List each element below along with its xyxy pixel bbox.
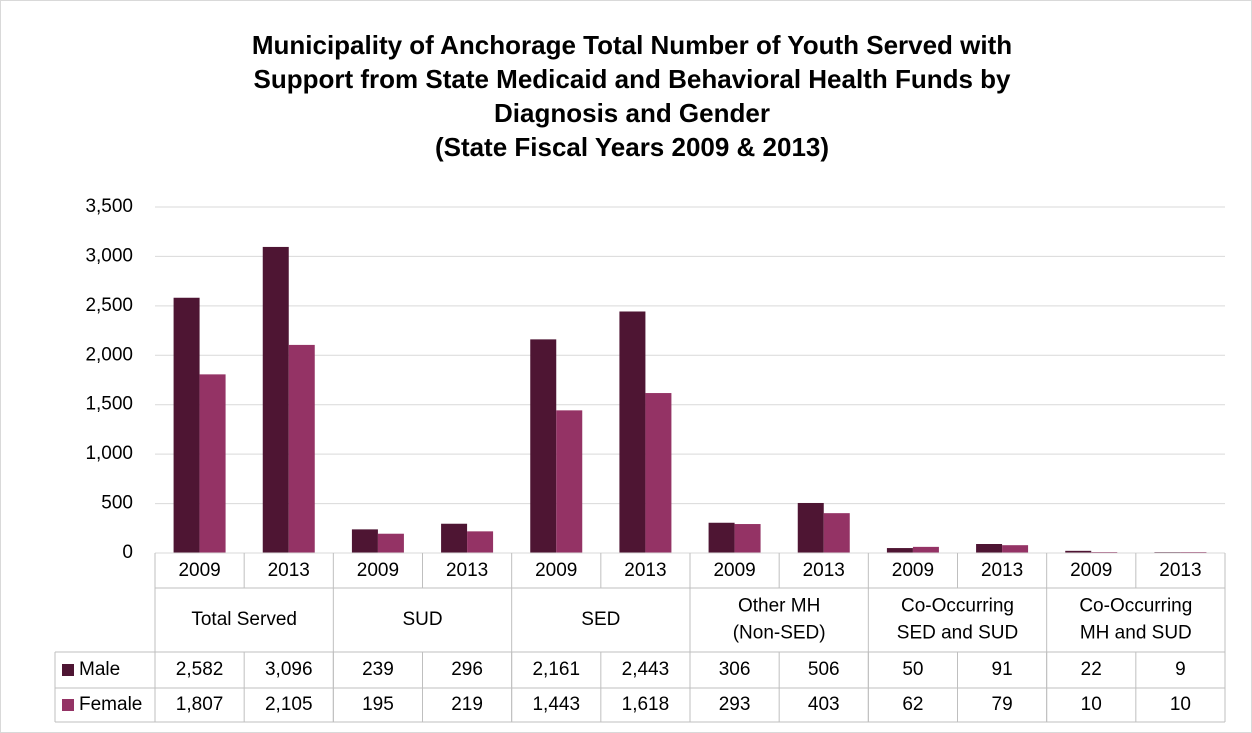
data-label: 293 (719, 694, 751, 715)
bar (467, 531, 494, 553)
data-label: 1,807 (176, 694, 224, 715)
data-label: 3,096 (265, 659, 313, 680)
x-tick-label: 2009 (535, 560, 577, 581)
bar (288, 344, 315, 553)
data-label: 296 (451, 659, 483, 680)
legend-key (62, 664, 74, 676)
bar (797, 502, 824, 553)
x-tick-label: 2013 (1159, 560, 1201, 581)
bar (1065, 550, 1092, 553)
x-tick-label: 2009 (1070, 560, 1112, 581)
legend-label: Female (79, 694, 142, 715)
data-label: 506 (808, 659, 840, 680)
bar (262, 246, 289, 553)
group-label: SED and SUD (897, 623, 1018, 644)
data-label: 306 (719, 659, 751, 680)
x-tick-label: 2013 (446, 560, 488, 581)
bar (530, 339, 557, 553)
data-label: 2,105 (265, 694, 313, 715)
data-label: 2,443 (622, 659, 670, 680)
bar (976, 544, 1003, 553)
group-label: SED (581, 609, 620, 630)
bar (823, 513, 850, 553)
data-label: 79 (992, 694, 1013, 715)
bar (734, 524, 761, 553)
bar (377, 533, 404, 553)
bar (645, 393, 672, 553)
bar (912, 546, 939, 553)
group-label: Total Served (191, 609, 297, 630)
data-label: 10 (1081, 694, 1102, 715)
data-label: 62 (902, 694, 923, 715)
data-label: 1,443 (532, 694, 580, 715)
y-tick-label: 0 (122, 542, 133, 563)
data-label: 219 (451, 694, 483, 715)
chart-title: Support from State Medicaid and Behavior… (254, 64, 1012, 94)
data-label: 9 (1175, 659, 1186, 680)
chart-title: Municipality of Anchorage Total Number o… (252, 30, 1012, 60)
bar (351, 529, 378, 553)
y-tick-label: 2,000 (85, 344, 133, 365)
data-label: 2,582 (176, 659, 224, 680)
legend-key (62, 699, 74, 711)
bar (1002, 545, 1029, 553)
group-label: Other MH (738, 596, 820, 617)
bar (173, 297, 200, 553)
data-label: 91 (992, 659, 1013, 680)
x-tick-label: 2009 (892, 560, 934, 581)
x-tick-label: 2013 (981, 560, 1023, 581)
x-tick-label: 2013 (624, 560, 666, 581)
group-label: MH and SUD (1080, 623, 1192, 644)
group-label: Co-Occurring (1079, 596, 1192, 617)
y-tick-label: 3,000 (85, 245, 133, 266)
x-tick-label: 2009 (713, 560, 755, 581)
data-label: 239 (362, 659, 394, 680)
group-label: Co-Occurring (901, 596, 1014, 617)
bar (556, 410, 583, 553)
data-label: 2,161 (532, 659, 580, 680)
y-tick-label: 1,500 (85, 394, 133, 415)
bar (619, 311, 646, 553)
chart-title: (State Fiscal Years 2009 & 2013) (435, 132, 829, 162)
data-label: 195 (362, 694, 394, 715)
data-label: 10 (1170, 694, 1191, 715)
data-label: 22 (1081, 659, 1102, 680)
y-tick-label: 2,500 (85, 295, 133, 316)
legend-label: Male (79, 659, 120, 680)
x-tick-label: 2009 (357, 560, 399, 581)
y-tick-label: 1,000 (85, 443, 133, 464)
bar (886, 548, 913, 553)
data-label: 1,618 (622, 694, 670, 715)
bar (708, 522, 735, 553)
data-label: 50 (902, 659, 923, 680)
y-tick-label: 500 (101, 493, 133, 514)
x-tick-label: 2013 (803, 560, 845, 581)
data-label: 403 (808, 694, 840, 715)
x-tick-label: 2009 (178, 560, 220, 581)
y-tick-label: 3,500 (85, 196, 133, 217)
chart-title: Diagnosis and Gender (494, 98, 770, 128)
x-tick-label: 2013 (268, 560, 310, 581)
group-label: SUD (402, 609, 442, 630)
bar (441, 523, 468, 553)
group-label: (Non-SED) (733, 623, 826, 644)
bar (199, 374, 226, 553)
